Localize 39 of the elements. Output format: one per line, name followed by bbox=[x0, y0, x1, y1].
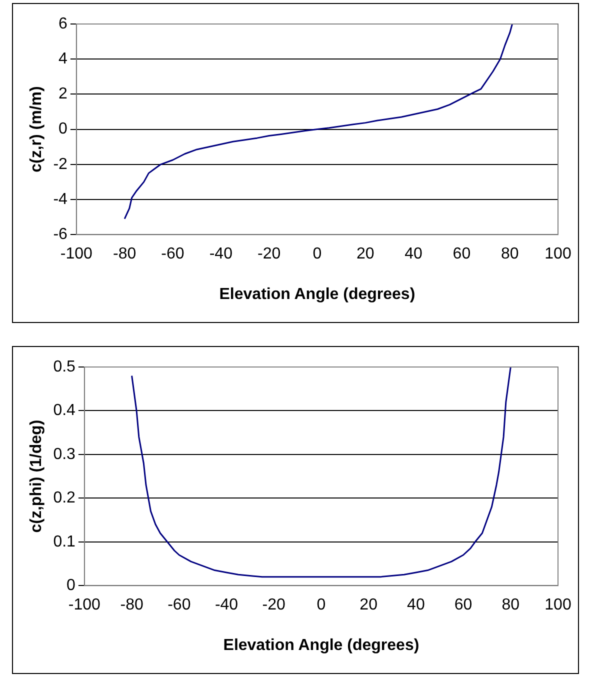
y-tick-label: 0.2 bbox=[53, 490, 76, 507]
y-tick-label: 0.3 bbox=[53, 446, 76, 463]
y-tick-label: 2 bbox=[58, 86, 68, 103]
x-tick-label: 0 bbox=[316, 596, 326, 614]
x-tick-label: 100 bbox=[544, 246, 572, 263]
y-tick-label: 6 bbox=[58, 15, 68, 32]
x-tick-label: 80 bbox=[502, 596, 520, 614]
y-axis-title: c(z,phi) (1/deg) bbox=[28, 420, 46, 533]
x-tick-label: 40 bbox=[407, 596, 425, 614]
x-tick-label: -60 bbox=[168, 596, 191, 614]
x-tick-label: -100 bbox=[68, 596, 101, 614]
y-tick-label: 0.4 bbox=[53, 402, 76, 420]
x-tick-label: -100 bbox=[60, 246, 93, 263]
x-tick-label: -20 bbox=[257, 246, 281, 263]
x-tick-label: -40 bbox=[214, 596, 238, 614]
x-tick-label: 20 bbox=[360, 596, 378, 614]
x-tick-label: -80 bbox=[113, 246, 136, 263]
x-axis-title: Elevation Angle (degrees) bbox=[219, 286, 416, 303]
y-tick-label: 0 bbox=[58, 120, 68, 138]
y-tick-label: -6 bbox=[53, 226, 68, 244]
x-tick-label: 0 bbox=[312, 246, 322, 263]
x-tick-label: -40 bbox=[209, 246, 233, 263]
x-tick-label: -20 bbox=[262, 596, 286, 614]
x-tick-label: 60 bbox=[452, 246, 471, 263]
x-tick-label: 20 bbox=[356, 246, 374, 263]
y-tick-label: 4 bbox=[58, 50, 68, 68]
x-tick-label: 40 bbox=[404, 246, 423, 263]
y-tick-label: 0.5 bbox=[53, 358, 76, 376]
y-tick-label: 0 bbox=[66, 577, 76, 594]
x-tick-label: 60 bbox=[454, 596, 472, 614]
x-axis-title: Elevation Angle (degrees) bbox=[223, 636, 420, 654]
x-tick-label: 100 bbox=[544, 596, 572, 614]
y-tick-label: -4 bbox=[53, 190, 68, 208]
y-tick-label: -2 bbox=[53, 156, 68, 173]
x-tick-label: 80 bbox=[500, 246, 519, 263]
x-tick-label: -60 bbox=[161, 246, 184, 263]
y-axis-title: c(z,r) (m/m) bbox=[28, 86, 46, 172]
y-tick-label: 0.1 bbox=[53, 533, 76, 550]
x-tick-label: -80 bbox=[120, 596, 144, 614]
